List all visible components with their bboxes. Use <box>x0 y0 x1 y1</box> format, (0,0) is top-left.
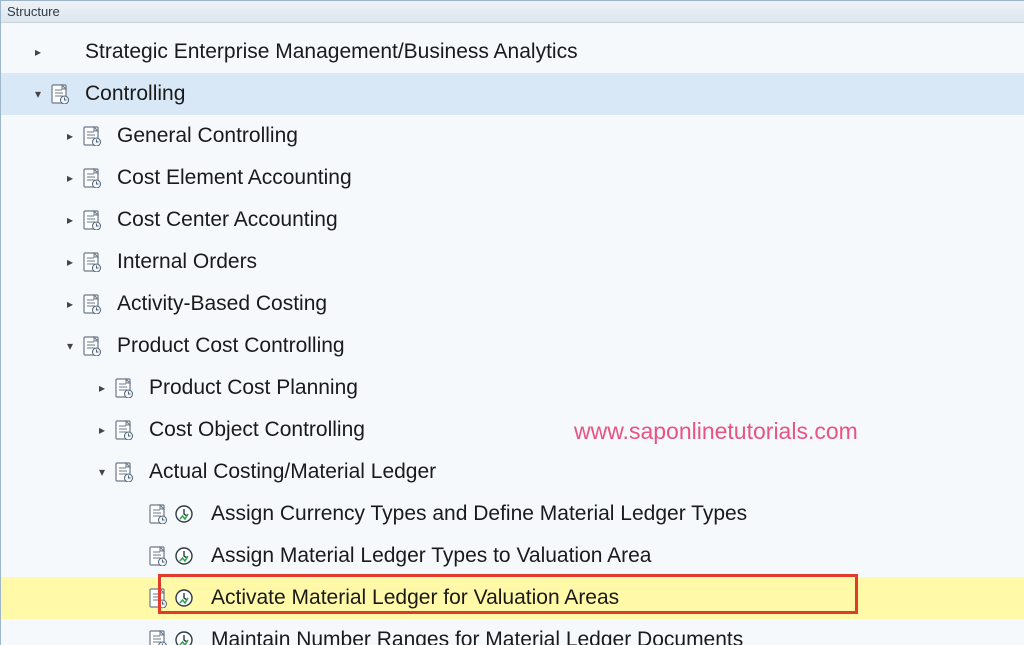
expander-expanded-icon[interactable]: ▾ <box>29 85 47 103</box>
expander-none <box>127 589 145 607</box>
tree-view: ▸ Strategic Enterprise Management/Busines… <box>1 23 1024 645</box>
spacer <box>49 41 71 63</box>
tree-node-io[interactable]: ▸ Internal Orders <box>1 241 1024 283</box>
tree-node-label: Cost Center Accounting <box>107 208 338 232</box>
expander-collapsed-icon[interactable]: ▸ <box>61 169 79 187</box>
activity-clock-icon[interactable] <box>173 629 195 645</box>
tree-node-label: Cost Element Accounting <box>107 166 352 190</box>
tree-node-label: Activate Material Ledger for Valuation A… <box>197 586 619 610</box>
tree-node-label: Activity-Based Costing <box>107 292 327 316</box>
tree-node-cea[interactable]: ▸ Cost Element Accounting <box>1 157 1024 199</box>
expander-collapsed-icon[interactable]: ▸ <box>61 295 79 313</box>
document-icon <box>81 209 103 231</box>
tree-node-abc[interactable]: ▸ Activity-Based Costing <box>1 283 1024 325</box>
tree-node-label: Product Cost Controlling <box>107 334 345 358</box>
tree-node-act2[interactable]: Assign Material Ledger Types to Valuatio… <box>1 535 1024 577</box>
expander-collapsed-icon[interactable]: ▸ <box>93 421 111 439</box>
tree-node-coc[interactable]: ▸ Cost Object Controlling <box>1 409 1024 451</box>
expander-collapsed-icon[interactable]: ▸ <box>61 211 79 229</box>
tree-node-act3[interactable]: Activate Material Ledger for Valuation A… <box>1 577 1024 619</box>
tree-node-cca[interactable]: ▸ Cost Center Accounting <box>1 199 1024 241</box>
document-icon <box>49 83 71 105</box>
tree-node-gc[interactable]: ▸ General Controlling <box>1 115 1024 157</box>
tree-node-acml[interactable]: ▾ Actual Costing/Material Ledger <box>1 451 1024 493</box>
document-icon <box>113 419 135 441</box>
expander-none <box>127 547 145 565</box>
expander-collapsed-icon[interactable]: ▸ <box>93 379 111 397</box>
expander-collapsed-icon[interactable]: ▸ <box>29 43 47 61</box>
document-icon <box>147 629 169 645</box>
tree-node-ctrl[interactable]: ▾ Controlling <box>1 73 1024 115</box>
tree-node-label: Actual Costing/Material Ledger <box>139 460 436 484</box>
activity-clock-icon[interactable] <box>173 503 195 525</box>
tree-node-label: Strategic Enterprise Management/Business… <box>75 40 578 64</box>
tree-node-sem[interactable]: ▸ Strategic Enterprise Management/Busines… <box>1 31 1024 73</box>
document-icon <box>81 293 103 315</box>
document-icon <box>81 335 103 357</box>
tree-node-act4[interactable]: Maintain Number Ranges for Material Ledg… <box>1 619 1024 645</box>
activity-clock-icon[interactable] <box>173 545 195 567</box>
document-icon <box>113 377 135 399</box>
tree-node-label: Product Cost Planning <box>139 376 358 400</box>
tree-node-label: Controlling <box>75 82 185 106</box>
expander-none <box>127 631 145 645</box>
expander-expanded-icon[interactable]: ▾ <box>61 337 79 355</box>
document-icon <box>147 587 169 609</box>
expander-collapsed-icon[interactable]: ▸ <box>61 127 79 145</box>
document-icon <box>147 503 169 525</box>
tree-node-label: Maintain Number Ranges for Material Ledg… <box>197 628 743 645</box>
tree-node-act1[interactable]: Assign Currency Types and Define Materia… <box>1 493 1024 535</box>
expander-collapsed-icon[interactable]: ▸ <box>61 253 79 271</box>
panel-title: Structure <box>1 1 1024 23</box>
expander-expanded-icon[interactable]: ▾ <box>93 463 111 481</box>
tree-node-pcp[interactable]: ▸ Product Cost Planning <box>1 367 1024 409</box>
tree-node-pcc[interactable]: ▾ Product Cost Controlling <box>1 325 1024 367</box>
tree-node-label: Internal Orders <box>107 250 257 274</box>
structure-panel: Structure ▸ Strategic Enterprise Manageme… <box>0 0 1024 645</box>
activity-clock-icon[interactable] <box>173 587 195 609</box>
tree-node-label: Assign Material Ledger Types to Valuatio… <box>197 544 652 568</box>
document-icon <box>147 545 169 567</box>
document-icon <box>81 251 103 273</box>
document-icon <box>113 461 135 483</box>
tree-node-label: General Controlling <box>107 124 298 148</box>
document-icon <box>81 167 103 189</box>
tree-node-label: Assign Currency Types and Define Materia… <box>197 502 747 526</box>
tree-node-label: Cost Object Controlling <box>139 418 365 442</box>
document-icon <box>81 125 103 147</box>
expander-none <box>127 505 145 523</box>
